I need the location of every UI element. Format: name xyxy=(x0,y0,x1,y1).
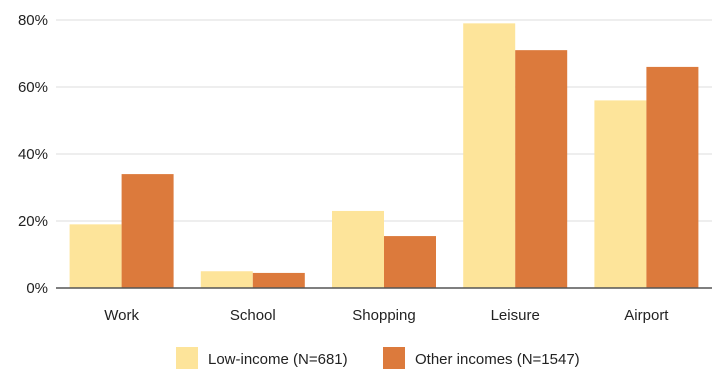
x-axis-categories: Work School Shopping Leisure Airport xyxy=(104,307,669,324)
legend-swatch xyxy=(383,347,405,369)
y-tick-label: 20% xyxy=(18,213,48,230)
legend-label: Low-income (N=681) xyxy=(208,351,348,368)
bar-airport-series-1 xyxy=(594,100,647,289)
y-tick-label: 40% xyxy=(18,146,48,163)
bar-airport-series-2 xyxy=(646,66,699,289)
bar-shopping-series-2 xyxy=(384,236,436,288)
x-category-label: Shopping xyxy=(352,307,415,324)
x-category-label: School xyxy=(230,307,276,324)
bar-work-series-2 xyxy=(121,174,174,288)
legend-label: Other incomes (N=1547) xyxy=(415,351,580,368)
legend-item: Low-income (N=681) xyxy=(176,347,348,369)
y-tick-label: 80% xyxy=(18,12,48,29)
x-category-label: Work xyxy=(104,307,139,324)
legend-item: Other incomes (N=1547) xyxy=(383,347,580,369)
y-tick-label: 60% xyxy=(18,79,48,96)
bar-school-series-2 xyxy=(252,272,305,288)
legend: Low-income (N=681) Other incomes (N=1547) xyxy=(176,347,580,369)
x-category-label: Leisure xyxy=(491,307,540,324)
bar-leisure-series-2 xyxy=(515,50,568,289)
bar-school-series-1 xyxy=(200,271,253,288)
bar-leisure-series-1 xyxy=(463,23,516,288)
bar-shopping-series-1 xyxy=(332,210,384,288)
legend-swatch xyxy=(176,347,198,369)
y-axis-ticks: 0% 20% 40% 60% 80% xyxy=(18,12,48,297)
x-category-label: Airport xyxy=(624,307,669,324)
y-tick-label: 0% xyxy=(26,280,48,297)
bars xyxy=(69,23,699,289)
bar-work-series-1 xyxy=(69,224,122,288)
